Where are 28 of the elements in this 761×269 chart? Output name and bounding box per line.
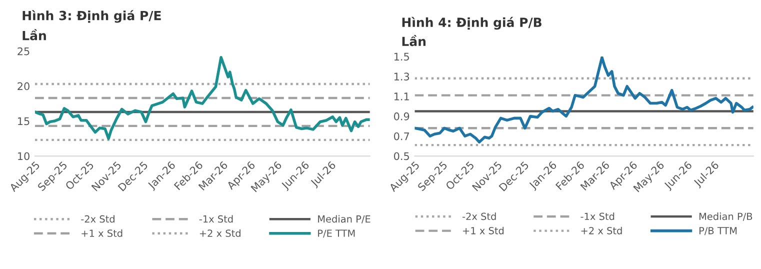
y-axis-title: Lần — [402, 34, 426, 46]
y-tick-label: 1.1 — [394, 92, 409, 100]
legend-label: +1 x Std — [82, 229, 122, 237]
y-tick-label: 15 — [18, 117, 30, 126]
line-series — [414, 56, 754, 144]
chart-title: Hình 4: Định giá P/B — [402, 16, 542, 30]
legend-label: Median P/B — [699, 212, 752, 221]
y-tick-label: 0.7 — [394, 132, 409, 140]
y-tick-label: 10 — [18, 152, 30, 160]
y-tick-label: 20 — [18, 82, 30, 90]
y-tick-label: 25 — [18, 47, 30, 56]
legend-label: Median P/E — [318, 215, 370, 224]
legend-label: -1x Std — [580, 212, 614, 220]
legend-label: P/B TTM — [699, 227, 737, 236]
legend-label: P/E TTM — [318, 230, 355, 238]
y-tick-label: 1.5 — [394, 52, 409, 61]
y-tick-label: 1.3 — [394, 72, 410, 80]
legend-label: -1x Std — [199, 215, 233, 223]
y-axis-title: Lần — [22, 29, 46, 40]
y-tick-label: 0.9 — [394, 112, 410, 120]
y-tick-label: 0.5 — [394, 152, 409, 160]
legend-label: -2x Std — [81, 215, 114, 223]
line-series — [35, 56, 370, 140]
legend-label: +2 x Std — [581, 226, 622, 234]
legend-label: -2x Std — [462, 212, 496, 220]
legend-label: +2 x Std — [200, 229, 240, 237]
legend-label: +1 x Std — [463, 226, 504, 234]
chart-title: Hình 3: Định giá P/E — [22, 10, 161, 23]
